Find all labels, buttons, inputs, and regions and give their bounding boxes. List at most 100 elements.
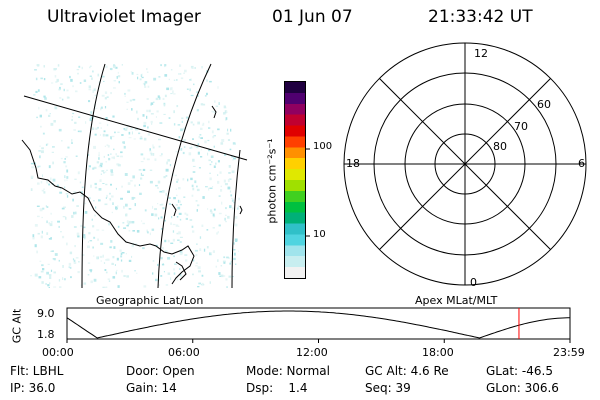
uv-speckle [125,203,128,207]
uv-speckle [128,137,132,139]
uv-speckle [130,127,133,130]
uv-speckle [31,166,35,169]
uv-speckle [83,282,87,285]
uv-speckle [192,123,195,126]
uv-speckle [193,83,195,86]
uv-speckle [111,156,114,159]
uv-speckle [98,157,100,160]
uv-speckle [198,167,201,169]
uv-speckle [177,239,180,241]
uv-speckle [40,181,43,184]
uv-speckle [223,275,226,277]
uv-speckle [124,92,126,95]
uv-speckle [197,286,200,288]
uv-speckle [229,148,232,151]
altitude-xtick-1200: 12:00 [296,346,328,359]
uv-speckle [59,97,62,99]
uv-speckle [232,207,234,210]
uv-speckle [191,194,194,197]
uv-speckle [209,177,212,181]
uv-speckle [207,208,209,210]
uv-speckle [83,226,86,229]
uv-speckle [126,101,129,103]
uv-speckle [54,75,57,78]
uv-speckle [34,244,37,248]
uv-speckle [180,128,183,132]
uv-speckle [119,249,122,252]
mlat-label-70: 70 [514,120,528,133]
uv-speckle [48,165,51,169]
uv-speckle [170,69,173,71]
uv-speckle [61,207,65,210]
uv-speckle [105,161,107,163]
uv-speckle [226,73,230,76]
uv-speckle [217,259,219,262]
uv-speckle [113,80,116,82]
uv-speckle [99,255,103,258]
uv-speckle [87,241,89,243]
uv-speckle [59,286,62,288]
uv-speckle [157,263,159,266]
uv-speckle [167,272,171,275]
uv-speckle [53,271,56,274]
uv-speckle [176,178,179,181]
uv-speckle [48,287,50,288]
uv-speckle [192,273,194,276]
uv-speckle [230,128,232,132]
uv-speckle [124,128,128,131]
uv-speckle [141,73,143,77]
uv-speckle [115,206,118,210]
uv-speckle [103,130,106,133]
uv-speckle [30,275,32,277]
uv-speckle [36,64,40,67]
uv-speckle [52,178,56,182]
uv-speckle [154,158,157,161]
uv-speckle [154,208,157,211]
uv-speckle [183,146,186,148]
uv-speckle [82,235,86,238]
uv-speckle [73,259,76,263]
uv-speckle [235,216,238,219]
uv-speckle [126,224,129,227]
uv-speckle [56,78,59,82]
uv-speckle [131,196,134,200]
uv-speckle [184,69,187,73]
uv-speckle [49,276,52,279]
uv-speckle [155,184,158,187]
uv-speckle [223,256,226,259]
uv-speckle [175,151,178,153]
uv-speckle [53,120,56,123]
uv-speckle [75,257,79,259]
uv-speckle [63,88,65,92]
uv-speckle [54,253,58,256]
map-graticule [23,63,248,289]
uv-speckle [42,174,43,177]
uv-speckle [117,205,119,208]
uv-speckle [122,222,125,224]
uv-speckle [173,272,176,275]
uv-speckle [113,87,116,89]
uv-speckle [69,75,71,79]
uv-speckle [166,161,168,165]
uv-speckle [43,78,46,81]
uv-speckle [225,80,227,83]
uv-speckle [231,170,235,174]
uv-speckle [142,222,145,225]
uv-speckle [132,98,136,101]
uv-speckle [95,127,98,130]
uv-speckle [160,216,163,219]
mlat-label-60: 60 [537,98,551,111]
uv-speckle [46,143,49,145]
uv-speckle [220,274,224,278]
uv-speckle [94,182,97,186]
uv-speckle [218,224,221,227]
uv-speckle [213,145,215,148]
uv-speckle [92,70,94,73]
colorbar-tick-10: 10 [313,229,326,240]
uv-speckle [144,209,147,212]
uv-speckle [235,239,238,242]
altitude-plot [66,307,571,343]
uv-speckle [48,183,51,186]
uv-speckle [39,260,42,262]
uv-speckle [204,140,207,144]
